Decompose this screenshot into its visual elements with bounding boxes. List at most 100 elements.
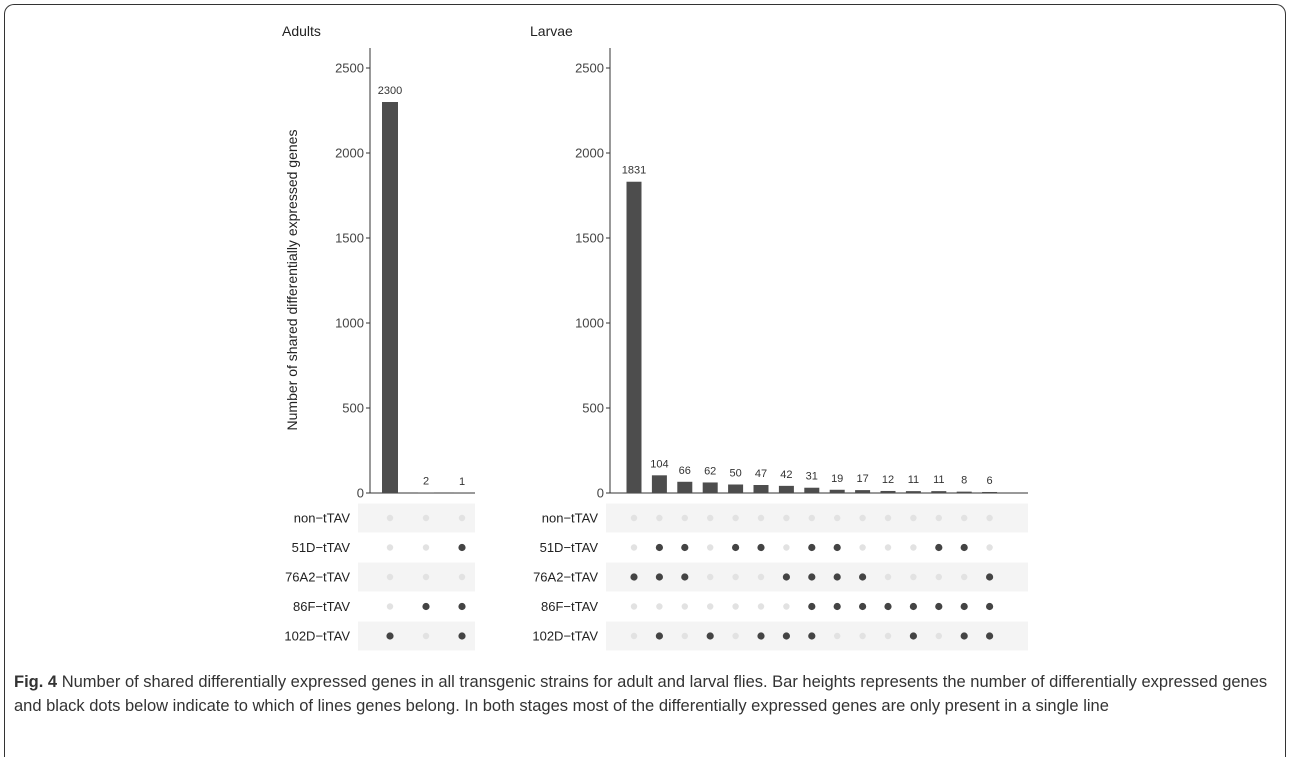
larvae-matrix-dot-active bbox=[986, 632, 994, 640]
larvae-matrix-dot-active bbox=[909, 632, 918, 640]
larvae-matrix-dot-inactive bbox=[961, 573, 968, 581]
larvae-matrix-dot-inactive bbox=[935, 514, 942, 522]
adults-y-tick-label: 1000 bbox=[335, 316, 364, 331]
larvae-matrix-dot-inactive bbox=[910, 514, 917, 522]
larvae-matrix-dot-active bbox=[732, 543, 740, 552]
larvae-set-label: 51D−tTAV bbox=[540, 540, 599, 555]
larvae-matrix-dot-inactive bbox=[681, 514, 688, 522]
larvae-matrix-dot-inactive bbox=[681, 632, 688, 640]
larvae-bar bbox=[778, 485, 794, 493]
larvae-bar bbox=[931, 491, 947, 493]
larvae-bar-value-label: 42 bbox=[780, 469, 792, 481]
larvae-matrix-dot-active bbox=[757, 543, 765, 552]
adults-matrix-stripe bbox=[358, 503, 475, 533]
larvae-matrix-dot-inactive bbox=[630, 514, 638, 522]
larvae-matrix-dot-active bbox=[655, 632, 664, 640]
larvae-matrix-dot-active bbox=[655, 543, 664, 552]
larvae-matrix-dot-active bbox=[808, 632, 816, 640]
larvae-matrix-dot-active bbox=[782, 573, 791, 581]
larvae-matrix-dot-inactive bbox=[935, 573, 942, 581]
figure-caption: Fig. 4 Number of shared differentially e… bbox=[14, 670, 1274, 718]
larvae-bar-value-label: 19 bbox=[831, 473, 843, 485]
larvae-set-label: 102D−tTAV bbox=[532, 629, 598, 644]
larvae-panel-title: Larvae bbox=[530, 23, 573, 39]
larvae-matrix-dot-inactive bbox=[707, 573, 714, 581]
larvae-matrix-dot-inactive bbox=[783, 544, 790, 551]
larvae-matrix-dot-active bbox=[782, 632, 791, 640]
larvae-matrix-dot-inactive bbox=[630, 544, 638, 551]
adults-set-label: 51D−tTAV bbox=[292, 540, 351, 555]
larvae-y-tick-label: 500 bbox=[582, 401, 604, 416]
adults-matrix-dot-active bbox=[458, 632, 466, 640]
larvae-bar bbox=[626, 181, 642, 494]
adults-matrix-dot-inactive bbox=[458, 573, 466, 581]
larvae-matrix-dot-active bbox=[833, 543, 841, 552]
larvae-matrix-dot-active bbox=[706, 632, 714, 640]
larvae-matrix-dot-active bbox=[833, 602, 841, 611]
larvae-matrix-dot-inactive bbox=[834, 632, 841, 640]
adults-y-axis-label: Number of shared differentially expresse… bbox=[284, 130, 300, 431]
adults-panel-title: Adults bbox=[282, 23, 321, 39]
larvae-matrix-dot-active bbox=[960, 543, 968, 552]
larvae-matrix-dot-active bbox=[808, 573, 816, 581]
larvae-matrix-dot-inactive bbox=[630, 603, 638, 610]
larvae-bar bbox=[651, 475, 667, 493]
larvae-matrix-dot-active bbox=[960, 602, 968, 611]
larvae-matrix-stripe bbox=[606, 562, 1028, 592]
larvae-bar bbox=[728, 484, 744, 493]
adults-y-tick-label: 2500 bbox=[335, 61, 364, 76]
larvae-matrix-dot-inactive bbox=[986, 514, 993, 522]
larvae-matrix-dot-inactive bbox=[681, 603, 688, 610]
larvae-matrix-dot-inactive bbox=[961, 514, 968, 522]
larvae-matrix-dot-inactive bbox=[707, 514, 714, 522]
larvae-bar-value-label: 17 bbox=[856, 473, 868, 485]
adults-set-label: 86F−tTAV bbox=[293, 599, 350, 614]
larvae-matrix-dot-inactive bbox=[732, 603, 739, 610]
larvae-bar bbox=[677, 481, 693, 493]
larvae-matrix-dot-active bbox=[630, 573, 638, 581]
larvae-matrix-dot-active bbox=[935, 543, 943, 552]
larvae-matrix-dot-active bbox=[833, 573, 841, 581]
adults-bar-value-label: 2300 bbox=[378, 85, 402, 97]
larvae-bar-value-label: 104 bbox=[650, 458, 668, 470]
adults-matrix-dot-inactive bbox=[386, 603, 394, 610]
larvae-matrix-dot-inactive bbox=[783, 514, 790, 522]
larvae-bar-value-label: 8 bbox=[961, 475, 967, 487]
larvae-bar-value-label: 31 bbox=[806, 471, 818, 483]
larvae-bar-value-label: 50 bbox=[729, 468, 741, 480]
larvae-bar-value-label: 11 bbox=[933, 474, 944, 486]
larvae-bar-value-label: 12 bbox=[882, 474, 894, 486]
larvae-bar bbox=[905, 491, 921, 493]
larvae-matrix-dot-inactive bbox=[808, 514, 815, 522]
larvae-matrix-dot-inactive bbox=[859, 632, 866, 640]
larvae-set-label: 86F−tTAV bbox=[541, 599, 598, 614]
larvae-matrix-dot-inactive bbox=[707, 603, 714, 610]
adults-matrix-stripe bbox=[358, 562, 475, 592]
larvae-matrix-dot-inactive bbox=[656, 514, 663, 522]
adults-bar bbox=[382, 102, 398, 493]
adults-set-label: 76A2−tTAV bbox=[285, 570, 350, 585]
adults-y-tick-label: 2000 bbox=[335, 146, 364, 161]
larvae-matrix-dot-inactive bbox=[783, 603, 790, 610]
larvae-bar bbox=[982, 491, 998, 493]
larvae-matrix-dot-inactive bbox=[732, 514, 739, 522]
larvae-bar-value-label: 66 bbox=[679, 465, 691, 477]
larvae-matrix-dot-active bbox=[681, 573, 689, 581]
larvae-matrix-dot-inactive bbox=[884, 544, 892, 551]
adults-matrix-dot-inactive bbox=[422, 514, 430, 522]
larvae-y-tick-label: 1500 bbox=[575, 231, 604, 246]
larvae-matrix-dot-active bbox=[960, 632, 968, 640]
adults-matrix-dot-inactive bbox=[386, 573, 394, 581]
larvae-matrix-dot-inactive bbox=[910, 573, 917, 581]
larvae-matrix-dot-active bbox=[986, 602, 994, 611]
larvae-matrix-dot-inactive bbox=[910, 544, 917, 551]
larvae-bar bbox=[880, 490, 896, 493]
upset-figure: Adults 0 500 1000 1500 2000 2500 Number of shar… bbox=[282, 23, 1028, 651]
adults-matrix-dot-inactive bbox=[422, 544, 430, 551]
larvae-matrix-dot-inactive bbox=[757, 514, 765, 522]
larvae-y-tick-label: 0 bbox=[597, 486, 604, 501]
larvae-matrix-dot-inactive bbox=[884, 514, 892, 522]
adults-y-tick-label: 1500 bbox=[335, 231, 364, 246]
larvae-bar bbox=[702, 482, 718, 493]
larvae-set-label: non−tTAV bbox=[542, 511, 599, 526]
